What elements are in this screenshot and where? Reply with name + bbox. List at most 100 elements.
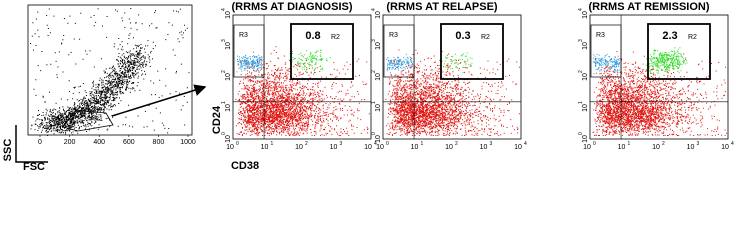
arrow bbox=[111, 84, 207, 117]
x-axis-label: CD38 bbox=[231, 160, 259, 172]
y-tick-label: 10 bbox=[375, 135, 382, 143]
plot-frame bbox=[232, 14, 372, 140]
y-tick-label: 10 bbox=[582, 42, 589, 50]
cell-dots bbox=[235, 57, 370, 136]
y-tick-label: 10 bbox=[375, 73, 382, 81]
gate-r1 bbox=[62, 109, 114, 132]
gate-label: R3 bbox=[239, 32, 248, 39]
x-tick-label: 10 bbox=[364, 144, 372, 151]
y-tick-exponent: 0 bbox=[221, 132, 227, 135]
x-tick-exponent: 0 bbox=[236, 141, 239, 147]
y-tick-label: 10 bbox=[582, 11, 589, 19]
y-tick-exponent: 1 bbox=[371, 101, 377, 104]
x-tick-label: 1000 bbox=[180, 139, 196, 146]
gate-r3 bbox=[233, 24, 265, 78]
y-tick-label: 10 bbox=[225, 104, 232, 112]
y-tick-label: 10 bbox=[225, 73, 232, 81]
y-tick-exponent: 2 bbox=[371, 70, 377, 73]
axis-arrows bbox=[15, 125, 48, 163]
x-axis-label: FSC bbox=[23, 161, 45, 173]
x-tick-label: 10 bbox=[583, 144, 591, 151]
x-tick-exponent: 4 bbox=[731, 141, 734, 147]
percent-value: 0.3 bbox=[455, 30, 470, 42]
y-tick-exponent: 2 bbox=[221, 70, 227, 73]
x-tick-label: 10 bbox=[652, 144, 660, 151]
gate-label: R2 bbox=[688, 34, 697, 41]
y-axis-label: SSC bbox=[2, 139, 14, 162]
x-tick-exponent: 4 bbox=[374, 141, 377, 147]
gate-r3 bbox=[590, 24, 622, 78]
y-axis-label: CD24 bbox=[211, 105, 223, 134]
cell-dots bbox=[288, 49, 331, 80]
x-tick-label: 400 bbox=[93, 139, 105, 146]
y-tick-label: 10 bbox=[582, 73, 589, 81]
x-tick-exponent: 4 bbox=[524, 141, 527, 147]
gate-label: R3 bbox=[389, 32, 398, 39]
y-tick-exponent: 1 bbox=[221, 101, 227, 104]
x-tick-label: 10 bbox=[330, 144, 338, 151]
cell-dots bbox=[236, 54, 263, 73]
y-tick-label: 10 bbox=[225, 11, 232, 19]
x-tick-label: 10 bbox=[226, 144, 234, 151]
x-tick-exponent: 2 bbox=[305, 141, 308, 147]
percent-value: 2.3 bbox=[662, 30, 677, 42]
cell-dots bbox=[387, 49, 513, 136]
x-tick-exponent: 0 bbox=[386, 141, 389, 147]
y-tick-exponent: 4 bbox=[371, 8, 377, 11]
x-tick-label: 600 bbox=[123, 139, 135, 146]
x-tick-label: 10 bbox=[376, 144, 384, 151]
x-tick-exponent: 2 bbox=[662, 141, 665, 147]
x-tick-label: 10 bbox=[514, 144, 522, 151]
plot-frame bbox=[382, 14, 522, 140]
x-tick-label: 800 bbox=[153, 139, 165, 146]
cell-dots bbox=[642, 47, 688, 81]
y-tick-label: 10 bbox=[375, 42, 382, 50]
cell-dots bbox=[30, 41, 156, 136]
y-tick-exponent: 4 bbox=[221, 8, 227, 11]
x-tick-label: 10 bbox=[411, 144, 419, 151]
x-tick-label: 200 bbox=[64, 139, 76, 146]
gate-r2 bbox=[290, 23, 354, 80]
y-tick-label: 10 bbox=[225, 42, 232, 50]
x-tick-label: 0 bbox=[38, 139, 42, 146]
y-tick-exponent: 3 bbox=[371, 39, 377, 42]
cell-dots bbox=[30, 8, 190, 134]
x-tick-exponent: 3 bbox=[490, 141, 493, 147]
x-tick-label: 10 bbox=[261, 144, 269, 151]
y-tick-exponent: 1 bbox=[578, 101, 584, 104]
gate-label: R2 bbox=[481, 34, 490, 41]
x-tick-exponent: 3 bbox=[697, 141, 700, 147]
x-tick-label: 10 bbox=[618, 144, 626, 151]
x-tick-exponent: 1 bbox=[271, 141, 274, 147]
cell-dots bbox=[385, 57, 520, 136]
plot-frame bbox=[27, 4, 193, 136]
y-tick-label: 10 bbox=[582, 104, 589, 112]
cell-dots bbox=[594, 51, 718, 136]
gate-r2 bbox=[440, 23, 504, 80]
y-tick-exponent: 0 bbox=[371, 132, 377, 135]
x-tick-exponent: 3 bbox=[340, 141, 343, 147]
y-tick-exponent: 2 bbox=[578, 70, 584, 73]
y-tick-label: 10 bbox=[582, 135, 589, 143]
panel-title: (RRMS AT RELAPSE) bbox=[386, 1, 498, 13]
x-tick-label: 10 bbox=[480, 144, 488, 151]
y-tick-exponent: 3 bbox=[221, 39, 227, 42]
cell-dots bbox=[237, 46, 365, 136]
x-tick-label: 10 bbox=[721, 144, 729, 151]
cell-dots bbox=[593, 53, 620, 75]
x-tick-label: 10 bbox=[445, 144, 453, 151]
x-tick-exponent: 1 bbox=[628, 141, 631, 147]
gate-r3 bbox=[383, 24, 415, 78]
gate-label: R3 bbox=[596, 32, 605, 39]
y-tick-label: 10 bbox=[225, 135, 232, 143]
x-tick-label: 10 bbox=[687, 144, 695, 151]
panel-title: (RRMS AT REMISSION) bbox=[589, 1, 710, 13]
percent-value: 0.8 bbox=[305, 30, 320, 42]
cell-dots bbox=[443, 52, 473, 73]
cell-dots bbox=[386, 53, 413, 74]
x-tick-exponent: 1 bbox=[421, 141, 424, 147]
y-tick-exponent: 4 bbox=[578, 8, 584, 11]
y-tick-exponent: 3 bbox=[578, 39, 584, 42]
y-tick-label: 10 bbox=[375, 104, 382, 112]
